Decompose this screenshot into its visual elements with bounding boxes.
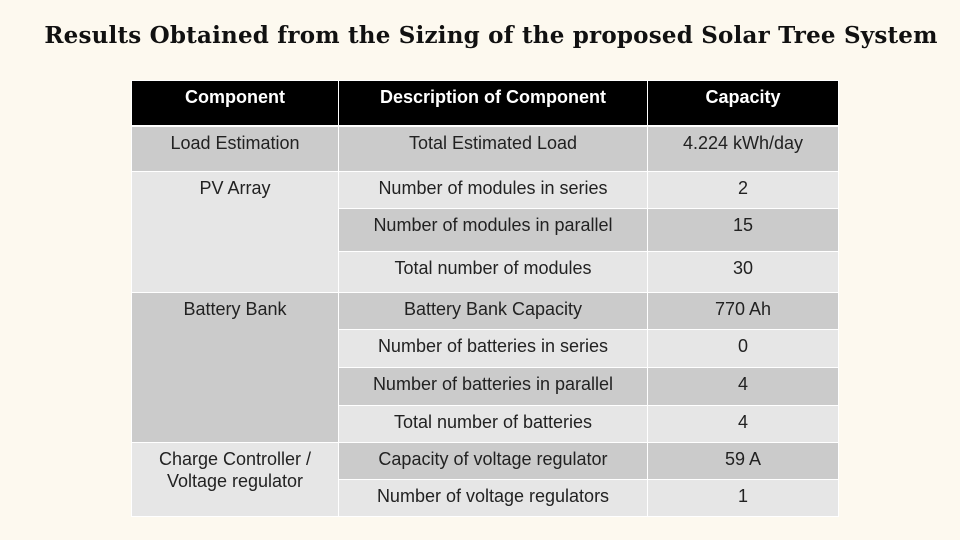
table-row: Number of batteries in parallel 4 (132, 367, 839, 406)
component-cell: Load Estimation (131, 125, 339, 172)
component-cell: Battery Bank (131, 292, 339, 443)
header-capacity: Capacity (647, 80, 839, 127)
results-table: Component Description of Component Capac… (131, 80, 839, 517)
table-row: Number of modules in parallel 15 (132, 208, 839, 252)
table-row: Number of batteries in series 0 (132, 329, 839, 368)
description-cell: Number of modules in series (338, 171, 648, 209)
table-row: Charge Controller / Voltage regulator Ca… (131, 442, 839, 517)
component-cell: Charge Controller / Voltage regulator (131, 442, 339, 517)
capacity-cell: 0 (647, 329, 839, 368)
capacity-cell: 4 (647, 367, 839, 406)
table-row: Number of voltage regulators 1 (132, 479, 839, 517)
description-cell: Total Estimated Load (338, 125, 648, 172)
component-cell: PV Array (131, 171, 339, 293)
description-cell: Number of modules in parallel (338, 208, 648, 252)
capacity-cell: 4.224 kWh/day (647, 125, 839, 172)
slide-title: Results Obtained from the Sizing of the … (44, 22, 938, 49)
capacity-cell: 1 (647, 479, 839, 517)
capacity-cell: 4 (647, 405, 839, 443)
table-row: Total number of batteries 4 (132, 405, 839, 443)
capacity-cell: 2 (647, 171, 839, 209)
capacity-cell: 59 A (647, 442, 839, 480)
header-component: Component (131, 80, 339, 127)
table-row: PV Array Number of modules in series 2 (131, 171, 839, 293)
description-cell: Number of voltage regulators (338, 479, 648, 517)
description-cell: Number of batteries in parallel (338, 367, 648, 406)
description-cell: Total number of modules (338, 251, 648, 293)
capacity-cell: 15 (647, 208, 839, 252)
description-cell: Capacity of voltage regulator (338, 442, 648, 480)
description-cell: Number of batteries in series (338, 329, 648, 368)
capacity-cell: 30 (647, 251, 839, 293)
table-row: Battery Bank Battery Bank Capacity 770 A… (131, 292, 839, 443)
table-row: Load Estimation Total Estimated Load 4.2… (131, 125, 839, 172)
description-cell: Total number of batteries (338, 405, 648, 443)
header-description: Description of Component (338, 80, 648, 127)
table-header-row: Component Description of Component Capac… (131, 80, 839, 127)
description-cell: Battery Bank Capacity (338, 292, 648, 330)
table-row: Total number of modules 30 (132, 251, 839, 293)
capacity-cell: 770 Ah (647, 292, 839, 330)
